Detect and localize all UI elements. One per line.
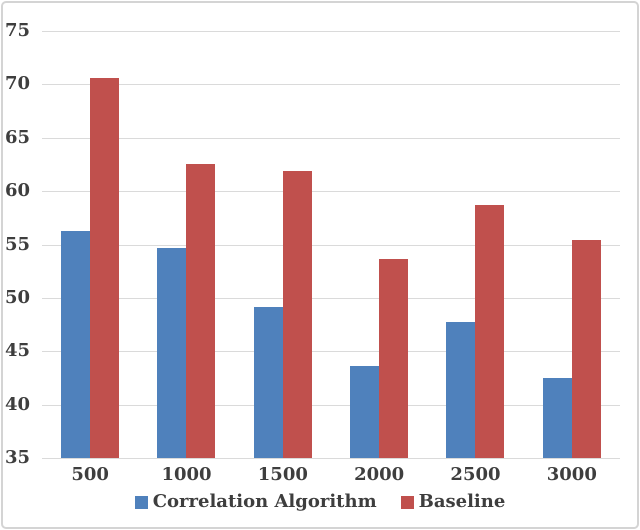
x-tick-label: 1500 <box>257 464 308 485</box>
y-axis: 35 40 45 50 55 60 65 70 75 <box>0 22 34 467</box>
x-axis: 500 1000 1500 2000 2500 3000 <box>42 466 620 484</box>
bar-group <box>42 31 138 458</box>
plot-area <box>42 31 620 459</box>
y-tick-label: 65 <box>4 126 30 148</box>
x-tick-label: 500 <box>71 464 109 485</box>
bar-group <box>427 31 523 458</box>
bar-group <box>138 31 234 458</box>
bar-correlation-algorithm <box>446 322 476 458</box>
y-tick-label: 75 <box>4 20 30 41</box>
bar-baseline <box>571 240 601 458</box>
y-tick-label: 55 <box>4 233 30 255</box>
gridline <box>42 191 620 193</box>
bar-correlation-algorithm <box>253 307 283 458</box>
bar-baseline <box>379 259 409 458</box>
bar-baseline <box>186 164 216 458</box>
gridline <box>42 297 620 299</box>
legend-swatch-correlation-algorithm <box>134 495 148 509</box>
y-tick-label: 40 <box>4 393 30 415</box>
bar-correlation-algorithm <box>350 366 380 458</box>
y-tick-label: 70 <box>4 73 30 95</box>
legend-label: Correlation Algorithm <box>152 491 377 512</box>
bar-correlation-algorithm <box>542 377 572 458</box>
legend-label: Baseline <box>418 491 506 512</box>
x-tick-label: 2000 <box>354 464 405 485</box>
gridline <box>42 404 620 406</box>
gridline <box>42 31 620 32</box>
x-tick-label: 2500 <box>450 464 501 485</box>
gridline <box>42 137 620 139</box>
gridline <box>42 244 620 246</box>
y-tick-label: 45 <box>4 340 30 362</box>
bar-group <box>235 31 331 458</box>
y-tick-label: 50 <box>4 286 30 308</box>
legend-swatch-baseline <box>400 495 414 509</box>
bar-group <box>331 31 427 458</box>
bar-group <box>524 31 620 458</box>
x-tick-label: 1000 <box>161 464 212 485</box>
gridline <box>42 84 620 86</box>
legend-item-correlation-algorithm: Correlation Algorithm <box>134 491 377 512</box>
bar-correlation-algorithm <box>61 230 91 458</box>
gridline <box>42 351 620 353</box>
bar-baseline <box>90 77 120 458</box>
bar-baseline <box>475 205 505 458</box>
gridline <box>42 458 620 459</box>
bar-correlation-algorithm <box>157 247 187 458</box>
x-tick-label: 3000 <box>546 464 597 485</box>
y-tick-label: 35 <box>4 447 30 468</box>
bar-baseline <box>282 170 312 458</box>
legend: Correlation Algorithm Baseline <box>0 493 640 511</box>
y-tick-label: 60 <box>4 180 30 202</box>
legend-item-baseline: Baseline <box>400 491 506 512</box>
